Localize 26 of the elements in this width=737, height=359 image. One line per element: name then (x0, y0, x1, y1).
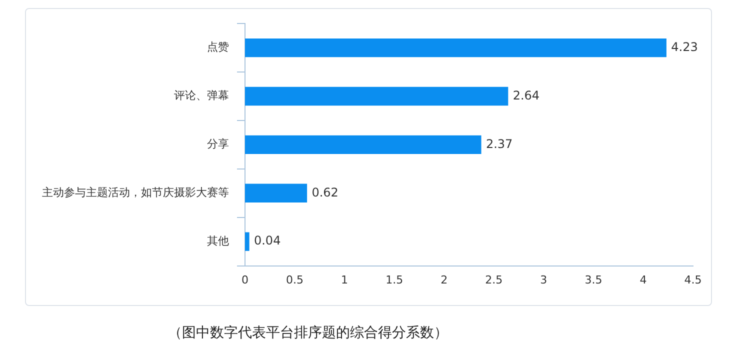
y-tick-label: 点赞 (207, 40, 229, 54)
bar (245, 86, 508, 106)
data-label: 2.64 (512, 88, 540, 102)
x-tick-label: 1.5 (386, 273, 404, 286)
x-tick-label: 4 (640, 273, 647, 286)
y-tick-label: 主动参与主题活动，如节庆摄影大赛等 (42, 186, 229, 199)
y-tick-label: 其他 (207, 234, 229, 248)
bar (245, 232, 250, 251)
x-tick-label: 0.5 (286, 273, 304, 286)
text: （图中数字代表平台排序题的综合得分系数） (168, 324, 449, 342)
data-label: 0.62 (312, 185, 338, 200)
bar (245, 38, 666, 58)
x-tick-label: 3.5 (584, 273, 602, 286)
x-tick-label: 3 (540, 273, 548, 286)
data-label: 0.04 (254, 234, 281, 248)
bar (245, 184, 308, 202)
x-tick-label: 1 (341, 273, 348, 286)
data-label: 2.37 (486, 136, 513, 151)
y-tick-label: 分享 (207, 138, 229, 151)
x-tick-label: 2 (440, 273, 448, 286)
x-tick-label: 2.5 (485, 273, 503, 286)
data-label: 4.23 (671, 40, 698, 54)
y-tick-label: 评论、弹幕 (174, 89, 229, 102)
x-tick-label: 4.5 (684, 273, 702, 286)
x-tick-label: 0 (242, 273, 248, 286)
bar (245, 135, 482, 154)
